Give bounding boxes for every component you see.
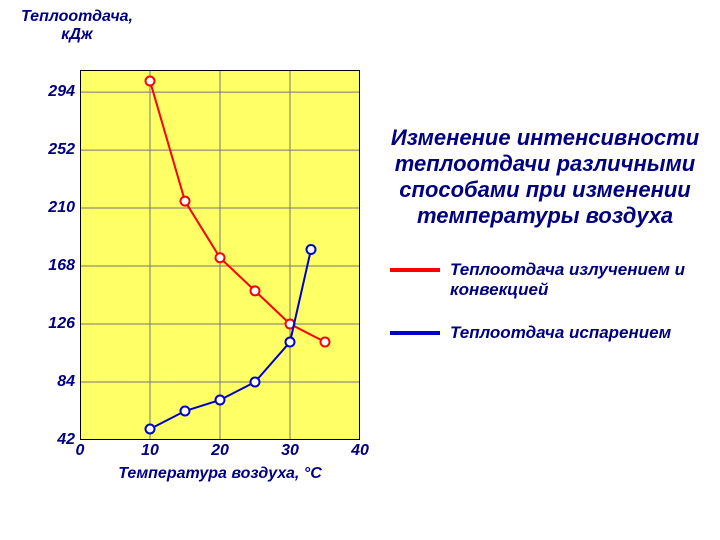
legend-label: Теплоотдача излучением и конвекцией: [450, 260, 710, 301]
legend-item: Теплоотдача испарением: [390, 323, 710, 343]
y-tick-label: 84: [25, 373, 75, 391]
legend-swatch: [390, 331, 440, 335]
y-tick-label: 252: [25, 141, 75, 159]
chart-area: 42 84 126 168 210 252 294 0 10 20 30 40 Температур…: [20, 60, 370, 490]
x-tick-label: 20: [211, 442, 229, 460]
x-tick-label: 30: [281, 442, 299, 460]
y-tick-label: 294: [25, 83, 75, 101]
x-tick-label: 40: [351, 442, 369, 460]
legend-swatch: [390, 268, 440, 272]
y-axis-title: Теплоотдача, кДж: [12, 8, 142, 45]
x-tick-label: 10: [141, 442, 159, 460]
legend-label: Теплоотдача испарением: [450, 323, 671, 343]
figure: Теплоотдача, кДж 42 84 126 168 210 252 294 0 10…: [0, 0, 720, 540]
y-axis-title-line1: Теплоотдача,: [21, 8, 133, 25]
chart-title: Изменение интенсивности теплоотдачи разл…: [380, 125, 710, 229]
x-axis-title: Температура воздуха, °C: [80, 465, 360, 483]
y-tick-label: 126: [25, 315, 75, 333]
y-axis-title-line2: кДж: [61, 26, 92, 43]
y-tick-label: 42: [25, 431, 75, 449]
legend-item: Теплоотдача излучением и конвекцией: [390, 260, 710, 301]
legend: Теплоотдача излучением и конвекцией Тепл…: [390, 260, 710, 365]
x-tick-label: 0: [76, 442, 85, 460]
plot-svg: [80, 70, 360, 440]
plot: [80, 70, 360, 440]
y-tick-label: 168: [25, 257, 75, 275]
y-tick-label: 210: [25, 199, 75, 217]
